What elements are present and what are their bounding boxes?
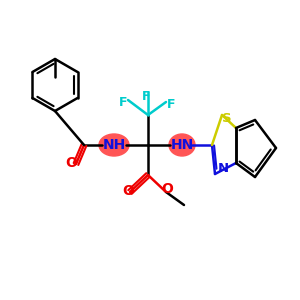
Text: O: O — [122, 184, 134, 198]
Ellipse shape — [99, 134, 129, 156]
Text: O: O — [161, 182, 173, 196]
Text: HN: HN — [170, 138, 194, 152]
Ellipse shape — [169, 134, 195, 156]
Text: F: F — [167, 98, 175, 110]
Text: F: F — [119, 95, 127, 109]
Text: O: O — [65, 156, 77, 170]
Text: F: F — [142, 91, 150, 103]
Text: S: S — [222, 112, 232, 125]
Text: N: N — [218, 163, 229, 176]
Text: NH: NH — [102, 138, 126, 152]
